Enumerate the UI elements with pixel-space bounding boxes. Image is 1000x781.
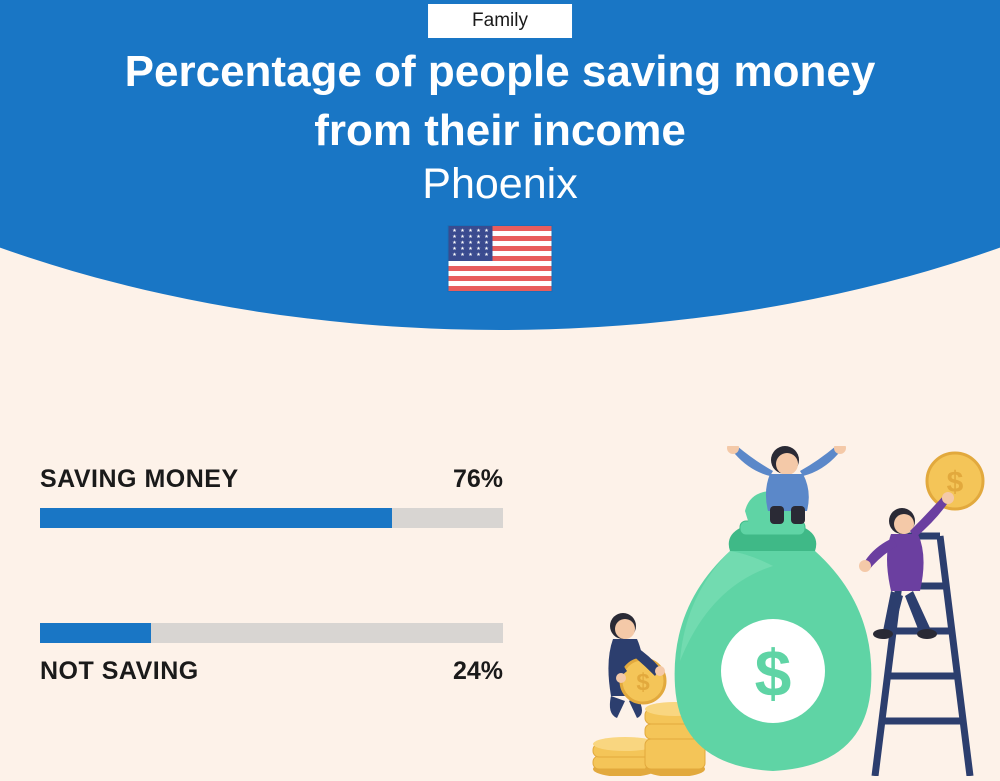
bar-track xyxy=(40,508,503,528)
bar-value: 76% xyxy=(453,465,503,494)
person-left-icon: $ xyxy=(608,613,665,718)
person-right-icon: $ xyxy=(859,453,983,639)
main-title: Percentage of people saving money from t… xyxy=(0,42,1000,161)
subtitle-city: Phoenix xyxy=(0,160,1000,209)
bar-label-row: NOT SAVING 24% xyxy=(40,657,503,686)
svg-text:$: $ xyxy=(755,636,792,710)
bar-track xyxy=(40,623,503,643)
bar-label-row: SAVING MONEY 76% xyxy=(40,465,503,494)
title-line-1: Percentage of people saving money xyxy=(125,47,876,96)
bar-fill xyxy=(40,623,151,643)
money-bag-icon: $ xyxy=(675,491,872,771)
bar-fill xyxy=(40,508,392,528)
bar-saving-money: SAVING MONEY 76% xyxy=(40,465,503,528)
bar-label: NOT SAVING xyxy=(40,657,199,686)
bar-label: SAVING MONEY xyxy=(40,465,239,494)
bar-value: 24% xyxy=(453,657,503,686)
savings-illustration: $ $ xyxy=(575,446,985,776)
us-flag-icon: ★★★★★ ★★★★★ ★★★★★ ★★★★★ ★★★★★ xyxy=(449,226,552,291)
title-line-2: from their income xyxy=(314,106,686,155)
svg-text:$: $ xyxy=(636,669,650,696)
bar-chart: SAVING MONEY 76% NOT SAVING 24% xyxy=(40,465,503,781)
bar-not-saving: NOT SAVING 24% xyxy=(40,623,503,686)
flag-canton: ★★★★★ ★★★★★ ★★★★★ ★★★★★ ★★★★★ xyxy=(449,226,493,261)
category-badge: Family xyxy=(428,4,572,38)
